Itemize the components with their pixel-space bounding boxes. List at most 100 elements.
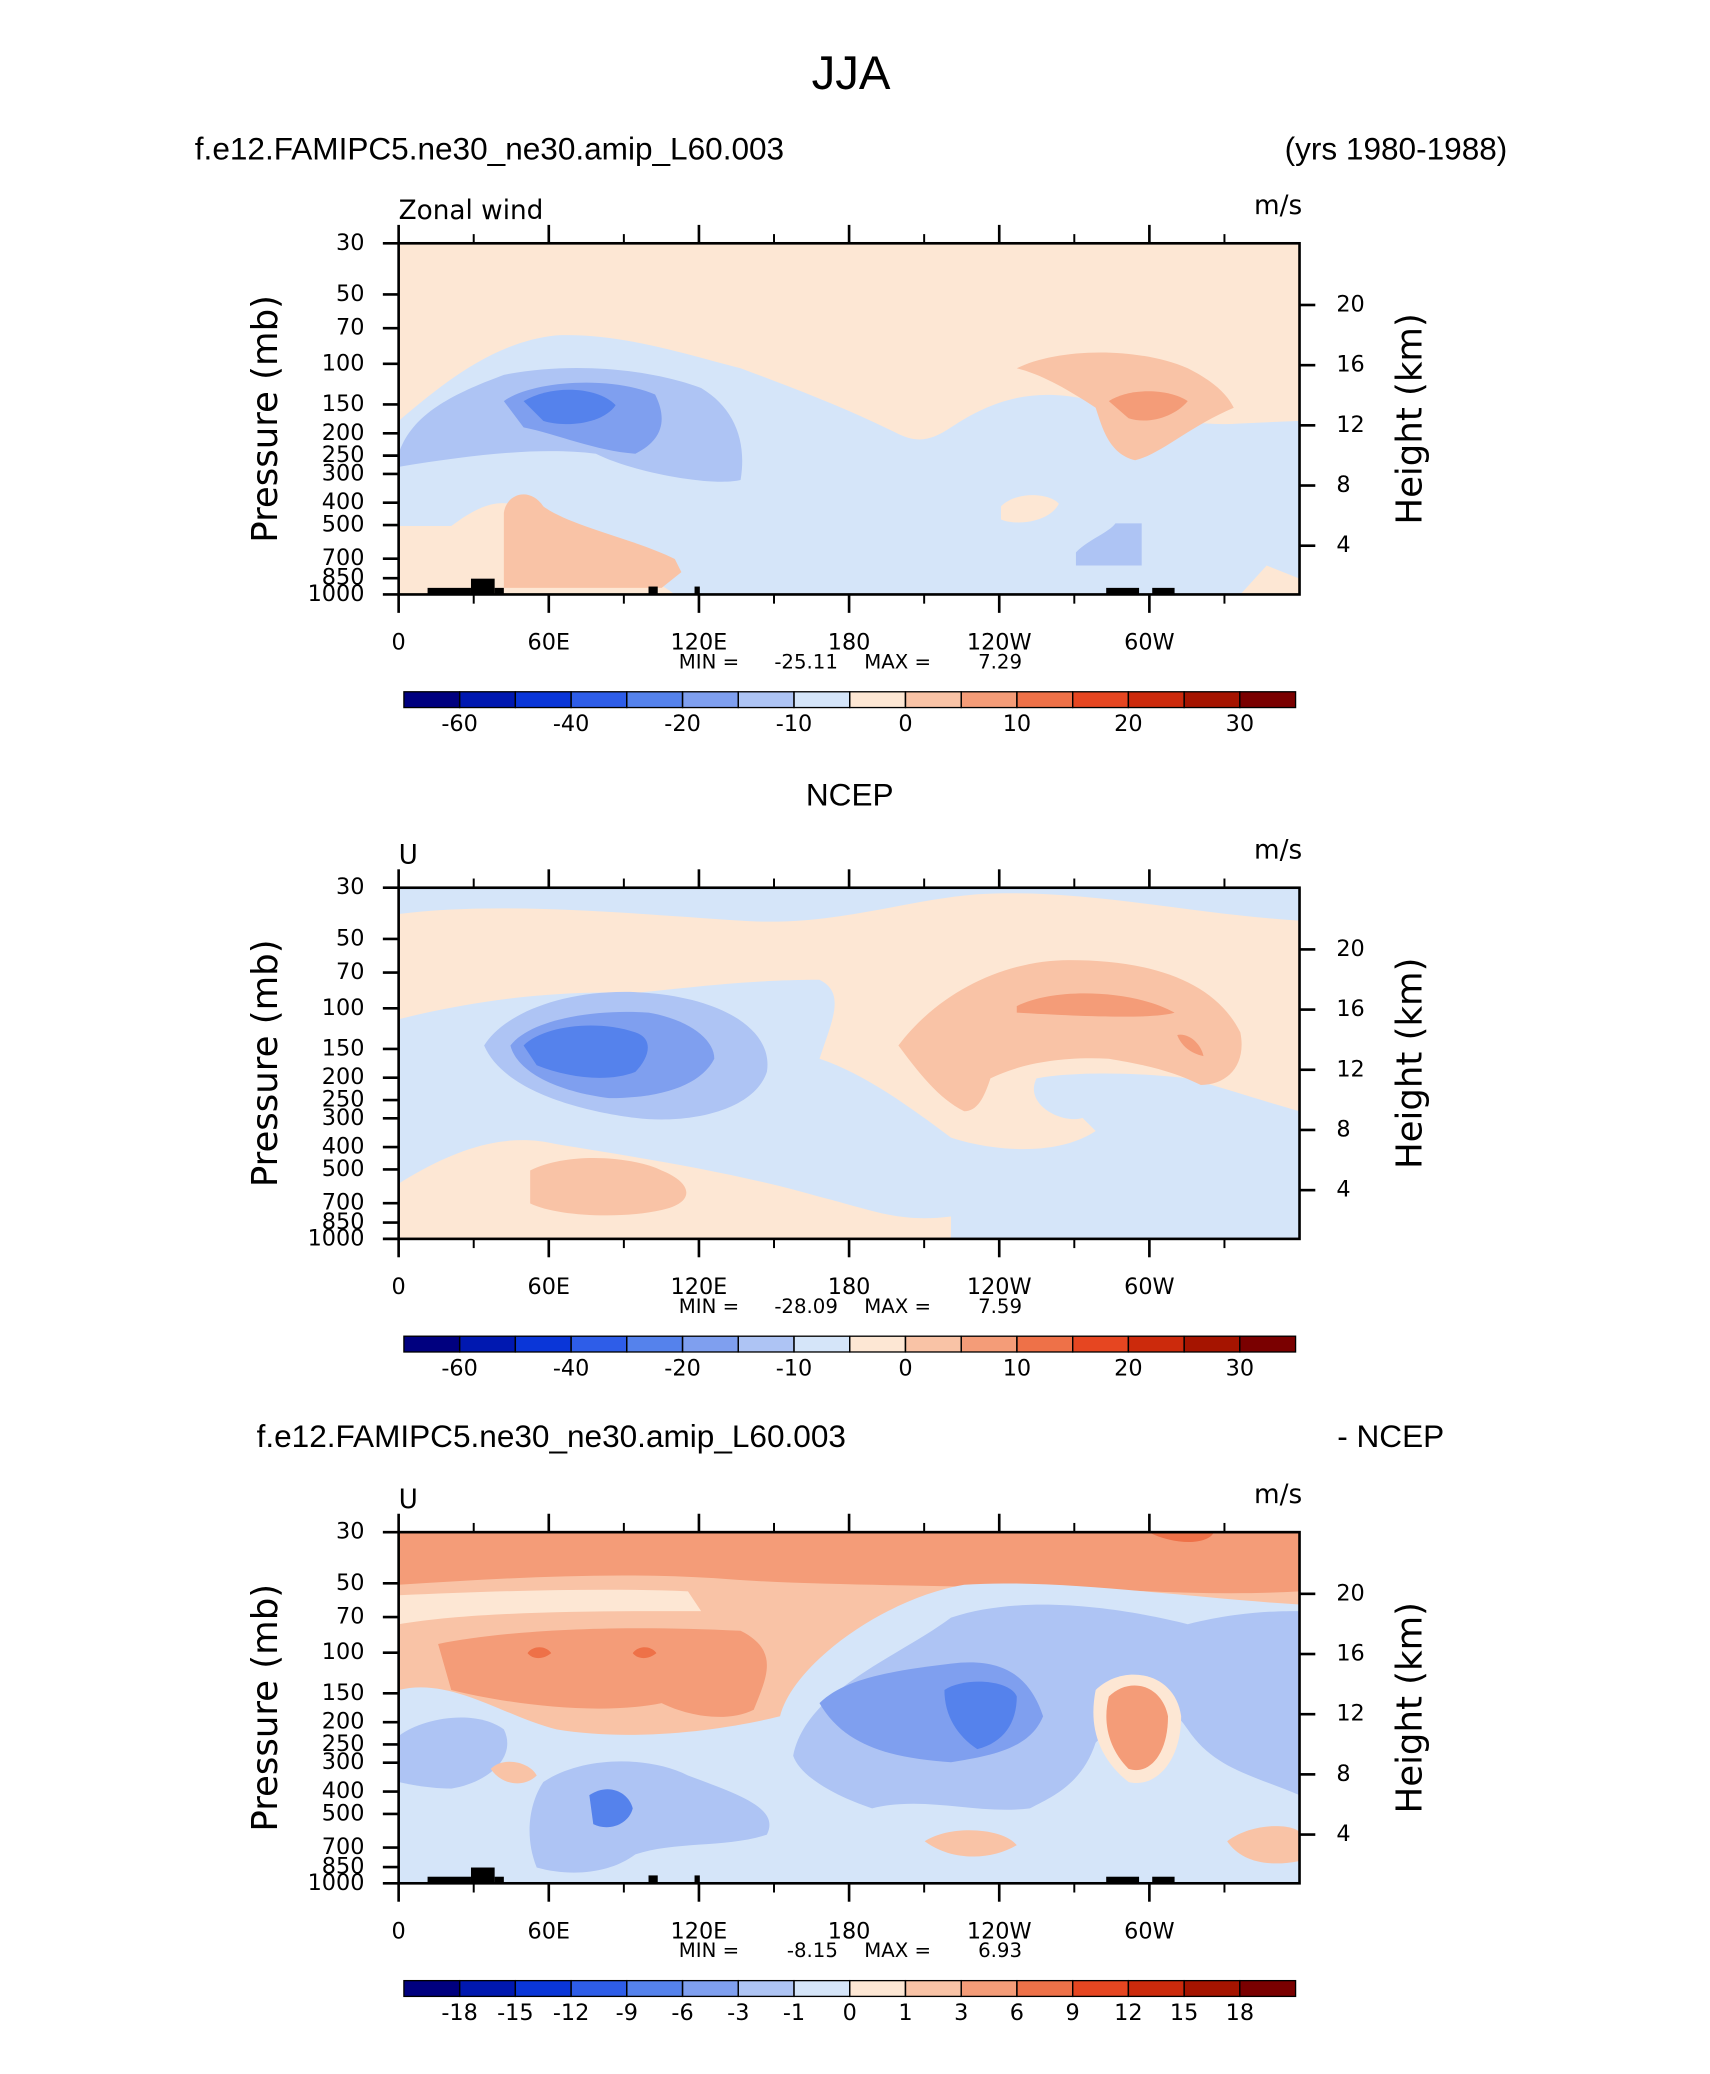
y2-tick-label: 12 [1336, 1701, 1364, 1727]
variable-name: U [399, 1485, 418, 1515]
y-tick-label: 850 [322, 565, 365, 591]
y-tick-label: 30 [336, 230, 364, 256]
y2-tick-label: 12 [1336, 1056, 1364, 1082]
y-tick-label: 200 [322, 1709, 365, 1735]
colorbar-label: 30 [1226, 1356, 1254, 1382]
colorbar-box [1183, 1979, 1241, 1998]
y-tick-label: 50 [336, 925, 364, 951]
y-tick-label: 50 [336, 1570, 364, 1596]
colorbar-box [960, 691, 1018, 709]
x-tick-label: 0 [392, 1274, 406, 1300]
max-value: 7.59 [978, 1295, 1022, 1318]
units: m/s [1254, 835, 1302, 865]
y-tick-label: 300 [322, 460, 365, 486]
colorbar-label: -10 [776, 1356, 813, 1382]
colorbar-label: 30 [1226, 711, 1254, 737]
y-tick-label: 1000 [308, 1225, 365, 1251]
colorbar-label: -3 [727, 2000, 749, 2026]
y-tick-label: 1000 [308, 581, 365, 607]
figure-title: JJA [812, 47, 891, 100]
colorbar-label: -9 [616, 2000, 638, 2026]
y2-tick-label: 16 [1336, 1641, 1364, 1667]
variable-name: Zonal wind [399, 196, 544, 226]
y2-tick-label: 12 [1336, 412, 1364, 438]
y-tick-label: 70 [336, 1604, 364, 1630]
colorbar-label: 20 [1114, 711, 1142, 737]
colorbar-box [458, 691, 517, 709]
x-tick-label: 0 [392, 1918, 406, 1944]
colorbar-box [1016, 1335, 1074, 1353]
panel-title-right: - NCEP [1337, 1418, 1444, 1454]
y-tick-label: 400 [322, 1778, 365, 1804]
colorbar-box [681, 691, 739, 709]
x-tick-label: 120E [671, 1274, 728, 1300]
y-tick-label: 400 [322, 1134, 365, 1160]
y2-axis-title: Height (km) [1389, 313, 1430, 524]
y2-axis-title: Height (km) [1389, 958, 1430, 1169]
colorbar-box [1183, 1335, 1241, 1353]
colorbar-box [1016, 691, 1074, 709]
y-tick-label: 200 [322, 1064, 365, 1090]
colorbar-box [1127, 1335, 1185, 1353]
colorbar-box [570, 1335, 628, 1353]
y-tick-label: 700 [322, 1834, 365, 1860]
panel-title-left: f.e12.FAMIPC5.ne30_ne30.amip_L60.003 [195, 131, 784, 167]
colorbar-box [570, 1979, 628, 1998]
colorbar-box [681, 1979, 739, 1998]
x-tick-label: 120E [671, 1918, 728, 1944]
colorbar-label: -60 [441, 1356, 478, 1382]
y-tick-label: 850 [322, 1854, 365, 1880]
colorbar-box [514, 1979, 572, 1998]
colorbar-box [793, 691, 851, 709]
x-tick-label: 60E [528, 1274, 571, 1300]
x-tick-label: 60W [1124, 1274, 1175, 1300]
units: m/s [1254, 191, 1302, 221]
colorbar-label: -15 [497, 2000, 534, 2026]
x-tick-label: 0 [392, 630, 406, 656]
y2-tick-label: 4 [1336, 1177, 1350, 1203]
y-tick-label: 300 [322, 1749, 365, 1775]
x-tick-label: 120E [671, 630, 728, 656]
colorbar-box [1127, 1979, 1185, 1998]
y2-tick-label: 20 [1336, 936, 1364, 962]
colorbar-label: -40 [553, 1356, 590, 1382]
colorbar-box [793, 1335, 851, 1353]
y-tick-label: 100 [322, 995, 365, 1021]
min-value: -25.11 [774, 650, 838, 673]
colorbar-box [737, 1979, 795, 1998]
y-tick-label: 700 [322, 1190, 365, 1216]
y2-tick-label: 16 [1336, 352, 1364, 378]
min-label: MIN = [679, 1295, 739, 1318]
colorbar-box [570, 691, 628, 709]
y2-tick-label: 20 [1336, 1580, 1364, 1606]
y-tick-label: 200 [322, 420, 365, 446]
y2-tick-label: 4 [1336, 1821, 1350, 1847]
y2-tick-label: 8 [1336, 472, 1350, 498]
colorbar-label: 10 [1003, 711, 1031, 737]
colorbar-label: 18 [1226, 2000, 1254, 2026]
colorbar-box [1239, 1979, 1297, 1998]
x-tick-label: 60E [528, 1918, 571, 1944]
y-tick-label: 30 [336, 874, 364, 900]
y-tick-label: 150 [322, 1680, 365, 1706]
y-tick-label: 30 [336, 1519, 364, 1545]
y-tick-label: 250 [322, 442, 365, 468]
y2-tick-label: 8 [1336, 1116, 1350, 1142]
colorbar-box [849, 1979, 907, 1998]
colorbar-box [458, 1335, 517, 1353]
x-tick-label: 180 [828, 630, 871, 656]
colorbar-box [849, 1335, 907, 1353]
min-value: -28.09 [774, 1295, 838, 1318]
x-tick-label: 60E [528, 630, 571, 656]
y-tick-label: 70 [336, 959, 364, 985]
y-tick-label: 500 [322, 512, 365, 538]
colorbar-box [1183, 691, 1241, 709]
colorbar-box [793, 1979, 851, 1998]
y2-tick-label: 16 [1336, 996, 1364, 1022]
colorbar-box [626, 1335, 684, 1353]
colorbar-box [403, 1979, 461, 1998]
variable-name: U [399, 841, 418, 871]
units: m/s [1254, 1480, 1302, 1510]
y2-tick-label: 4 [1336, 532, 1350, 558]
y-tick-label: 50 [336, 281, 364, 307]
